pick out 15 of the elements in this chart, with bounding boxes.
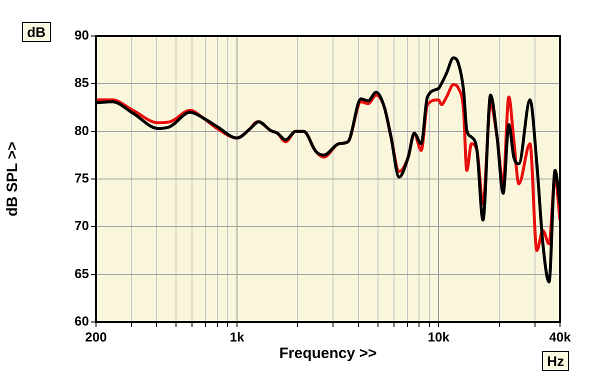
x-tick-label: 40k [549, 329, 572, 344]
x-axis-title: Frequency >> [279, 345, 378, 362]
y-tick-label: 80 [74, 122, 89, 138]
x-tick-label: 10k [428, 329, 450, 344]
y-tick-label: 75 [74, 170, 89, 186]
y-tick-label: 60 [74, 314, 89, 329]
y-tick-label: 65 [74, 266, 89, 281]
text: dB [22, 22, 51, 42]
y-tick-label: 70 [74, 218, 89, 234]
y-tick-label: 85 [74, 75, 89, 90]
text: Hz [542, 351, 570, 371]
x-tick-label: 1k [230, 329, 245, 344]
y-axis-title: dB SPL >> [4, 141, 22, 216]
y-tick-label: 90 [74, 28, 89, 43]
x-tick-label: 200 [85, 329, 107, 344]
